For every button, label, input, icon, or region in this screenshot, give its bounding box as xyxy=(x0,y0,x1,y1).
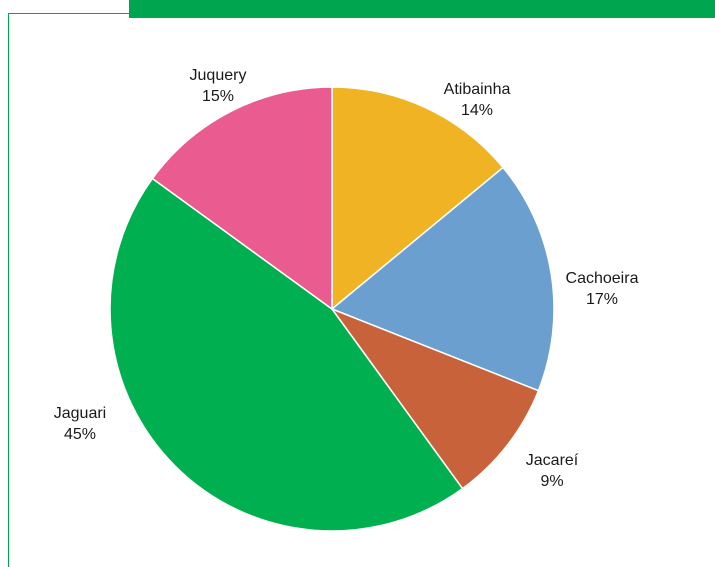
slice-value-label: 14% xyxy=(461,102,493,119)
pie-slice-jacareí xyxy=(329,307,540,490)
slice-category-label: Juquery xyxy=(190,67,247,84)
pie-slice-atibainha xyxy=(331,86,505,311)
slice-value-label: 9% xyxy=(540,473,563,490)
slice-value-label: 17% xyxy=(586,291,618,308)
pie-slice-cachoeira xyxy=(330,166,555,392)
slice-category-label: Jacareí xyxy=(526,452,579,469)
slice-label-cachoeira: Cachoeira 17% xyxy=(566,270,639,308)
pie-labels: Atibainha 14% Cachoeira 17% Jacareí 9% Jaguari… xyxy=(54,67,639,490)
header-accent-bar xyxy=(129,0,715,18)
slice-category-label: Jaguari xyxy=(54,405,106,422)
slice-label-juquery: Juquery 15% xyxy=(190,67,247,105)
slice-label-jaguari: Jaguari 45% xyxy=(54,405,106,443)
slice-label-atibainha: Atibainha 14% xyxy=(444,81,511,119)
pie-slice-juquery xyxy=(151,86,333,311)
pie-slices xyxy=(109,86,555,532)
slice-value-label: 15% xyxy=(202,88,234,105)
slice-category-label: Cachoeira xyxy=(566,270,639,287)
frame-top-line xyxy=(8,13,129,14)
slice-label-jacareí: Jacareí 9% xyxy=(526,452,579,490)
pie-slice-jaguari xyxy=(109,177,464,532)
frame-left-line xyxy=(8,13,9,567)
slice-value-label: 45% xyxy=(64,426,96,443)
slice-category-label: Atibainha xyxy=(444,81,511,98)
